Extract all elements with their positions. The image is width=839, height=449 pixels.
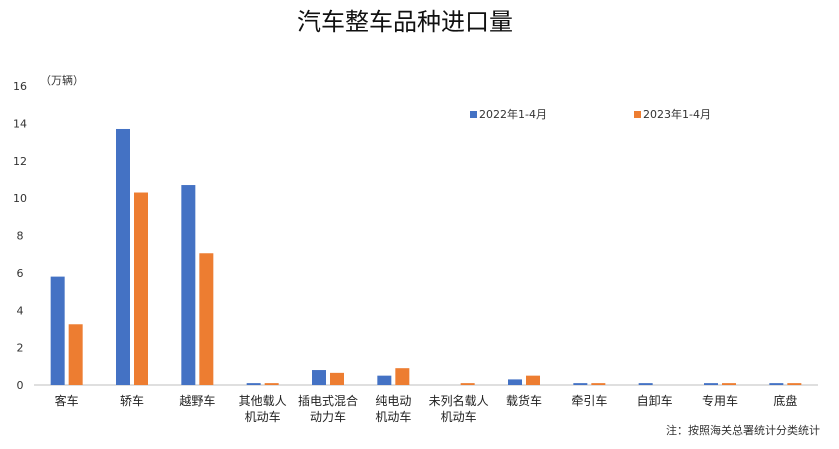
bar-2022 [508,379,522,385]
x-category-label-line: 纯电动 [375,394,411,408]
x-category-label-line: 插电式混合 [298,393,358,408]
bar-2023 [199,253,214,385]
legend-label: 2022年1-4月 [479,107,547,121]
x-category-label: 轿车 [120,393,144,408]
y-tick-label: 12 [13,155,27,168]
bars [50,128,802,385]
x-category-label: 纯电动机动车 [375,394,411,424]
legend-label: 2023年1-4月 [643,107,711,121]
x-category-label-line: 客车 [55,393,79,408]
bar-2022 [50,276,65,385]
bar-2022 [181,185,196,385]
x-category-label-line: 轿车 [120,393,144,408]
x-category-label: 未列名载人机动车 [429,393,489,424]
legend-swatch [470,111,477,118]
y-tick-label: 14 [13,117,27,130]
bar-2022 [116,128,130,385]
chart-title: 汽车整车品种进口量 [297,8,513,36]
y-tick-label: 16 [13,80,27,93]
x-category-label: 底盘 [773,393,797,408]
bar-2023 [330,372,344,385]
bar-2023 [134,192,148,385]
bar-2023 [264,383,279,385]
bar-2022 [704,383,718,385]
x-category-label: 载货车 [506,393,542,408]
x-category-label-line: 底盘 [773,393,797,408]
x-category-label: 其他载人机动车 [239,394,287,424]
source-note: 注：按照海关总署统计分类统计 [666,423,820,437]
bar-2022 [638,383,653,385]
x-category-label-line: 机动车 [245,409,281,424]
bar-2022 [312,370,326,385]
bar-2023 [526,375,540,385]
bar-2023 [68,324,83,385]
bar-2022 [377,375,392,385]
category-labels: 客车 轿车 越野车 其他载人机动车插电式混合动力车纯电动机动车未列名载人机动车载货车牵… [55,393,798,424]
x-category-label-line: 机动车 [441,409,477,424]
x-category-label-line: 越野车 [179,393,215,408]
x-category-label: 越野车 [179,393,215,408]
x-category-label: 客车 [55,393,79,408]
x-category-label-line: 其他载人 [239,394,287,408]
axes: 0 2 4 6 8 10 12 14 16 [13,80,818,392]
bar-2022 [246,383,261,385]
bar-2022 [573,383,588,385]
y-tick-label: 2 [17,342,24,355]
legend-swatch [634,111,641,118]
x-category-label-line: 机动车 [375,409,411,424]
y-tick-label: 4 [17,304,24,317]
x-category-label-line: 动力车 [310,409,346,424]
bar-2023 [591,383,606,385]
y-tick-label: 10 [13,192,27,205]
x-category-label-line: 专用车 [702,393,738,408]
bar-2023 [787,383,802,385]
bar-2023 [395,368,410,385]
x-category-label: 专用车 [702,393,738,408]
y-tick-label: 8 [17,230,24,243]
legend: 2022年1-4月 2023年1-4月 [470,107,711,121]
y-tick-label: 6 [17,267,24,280]
x-category-label-line: 自卸车 [637,393,673,408]
x-category-label-line: 载货车 [506,393,542,408]
x-category-label-line: 牵引车 [571,393,607,408]
bar-2023 [460,383,475,385]
y-tick-label: 0 [17,379,24,392]
bar-2022 [769,383,784,385]
y-unit-label: （万辆） [40,73,84,87]
x-category-label-line: 未列名载人 [429,393,489,408]
x-category-label: 自卸车 [637,393,673,408]
x-category-label: 牵引车 [571,393,607,408]
bar-2023 [722,383,736,385]
x-category-label: 插电式混合动力车 [298,393,358,424]
